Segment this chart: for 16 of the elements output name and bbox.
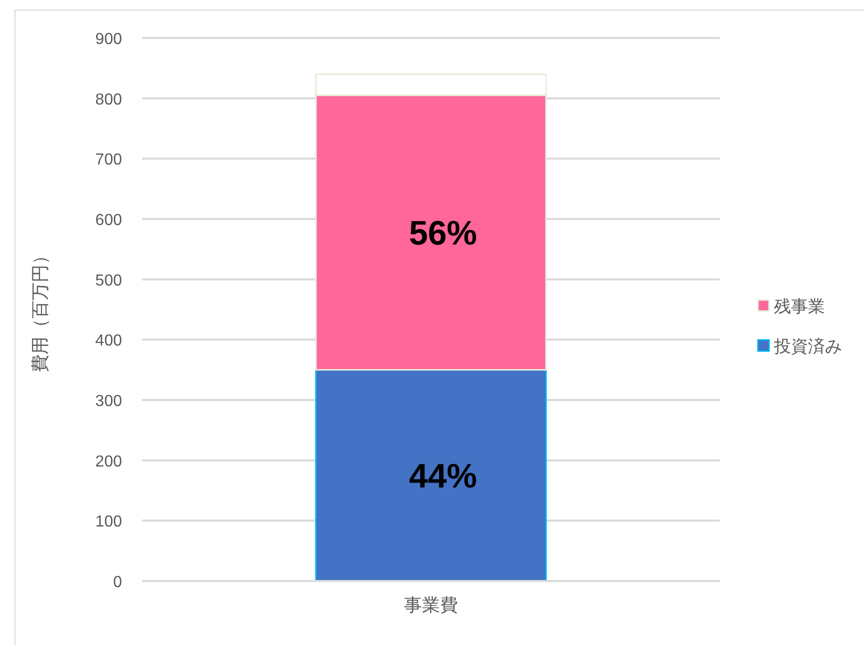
y-tick-label: 100 — [95, 514, 122, 531]
y-tick-label: 0 — [113, 574, 122, 591]
y-tick-label: 900 — [95, 31, 122, 48]
y-tick-label: 200 — [95, 453, 122, 470]
y-tick-label: 700 — [95, 152, 122, 169]
y-tick-label: 300 — [95, 393, 122, 410]
y-tick-label: 500 — [95, 272, 122, 290]
y-tick-label: 400 — [95, 332, 122, 350]
y-tick-label: 600 — [95, 212, 122, 229]
legend-label: 投資済み — [773, 337, 842, 356]
annotation: 56% — [408, 214, 478, 253]
y-axis-title: 費用（百万円） — [30, 246, 50, 372]
y-tick-label: 800 — [95, 91, 122, 108]
legend-label: 残事業 — [774, 297, 825, 316]
annotation: 44% — [408, 457, 478, 496]
x-tick-label: 事業費 — [404, 595, 458, 615]
